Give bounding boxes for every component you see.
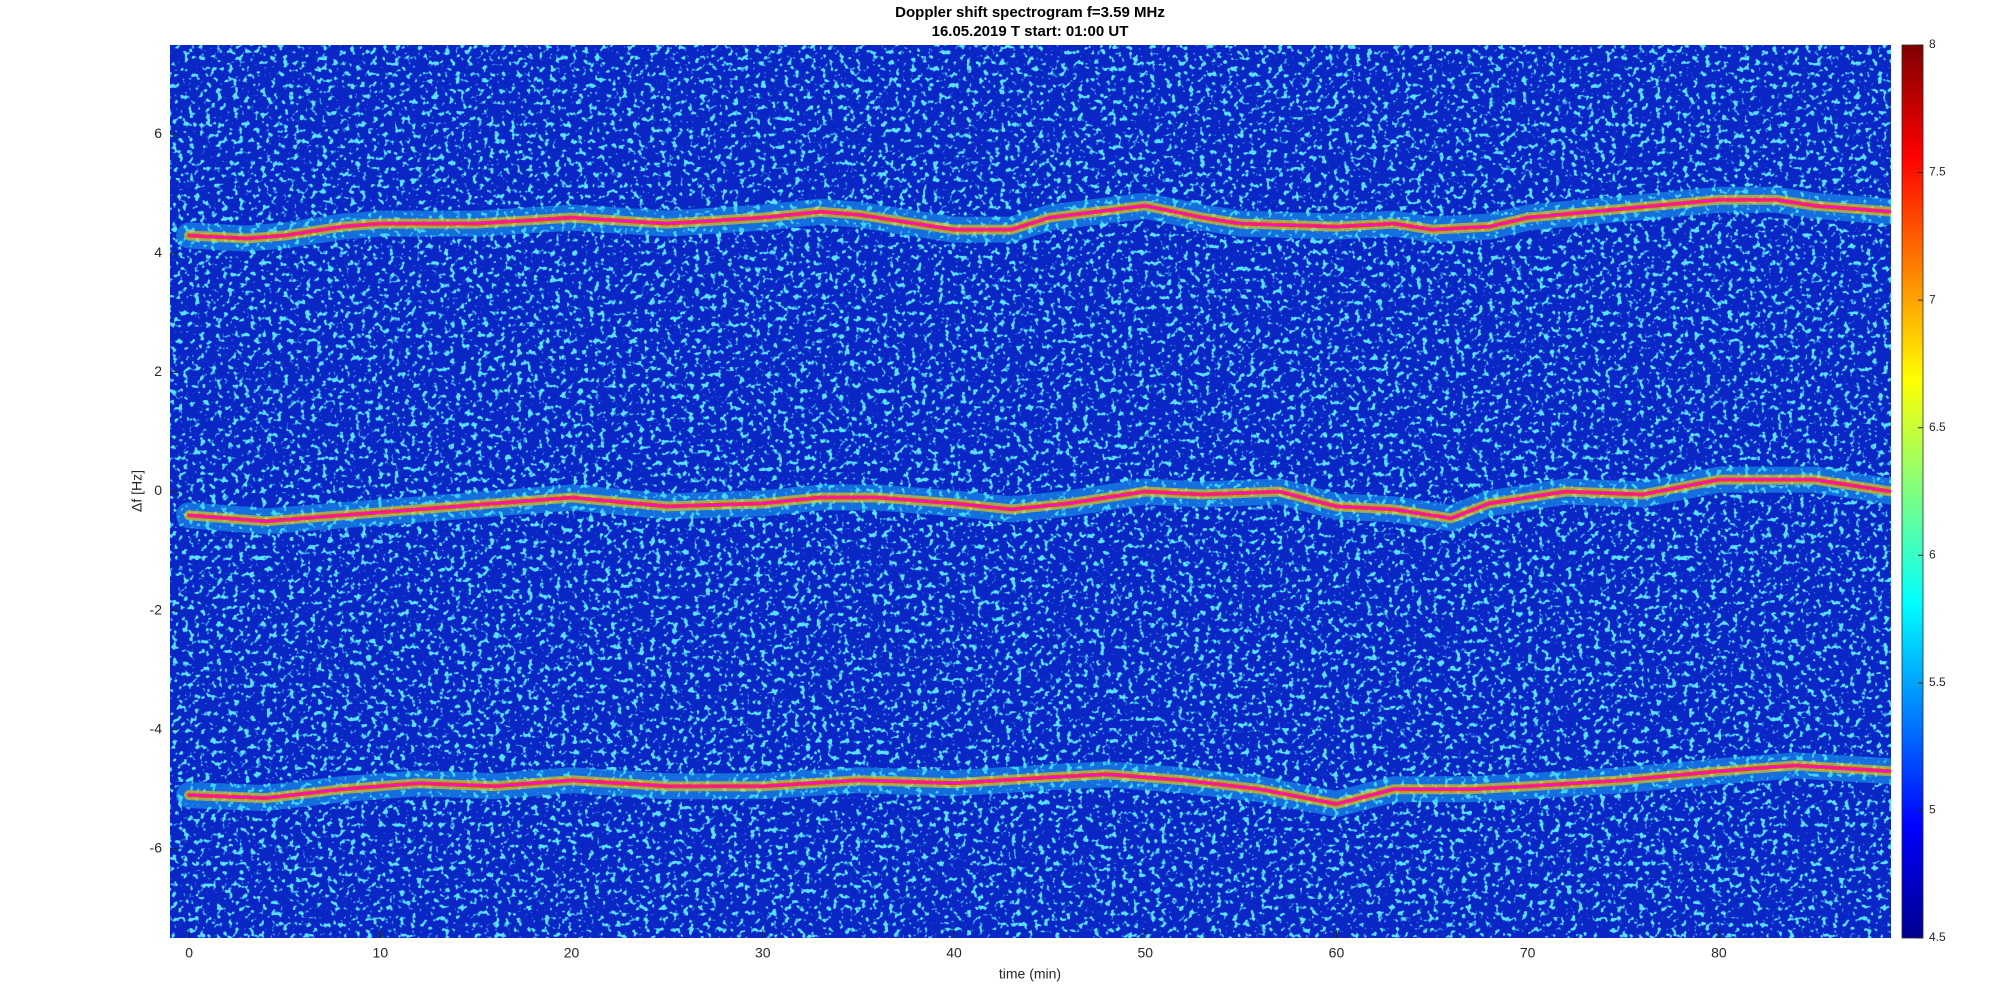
trace-line [188, 764, 1891, 805]
colorbar-tick-label: 8 [1929, 37, 1936, 51]
colorbar-tick-label: 7.5 [1929, 165, 1946, 179]
y-tick-label: -4 [150, 720, 163, 736]
y-axis-label: Δf [Hz] [129, 470, 145, 512]
y-tick-label: 2 [154, 363, 162, 379]
x-axis-label: time (min) [999, 966, 1061, 982]
trace-line [188, 478, 1891, 523]
x-tick-label: 70 [1520, 945, 1536, 961]
y-tick-label: -2 [150, 601, 163, 617]
colorbar-tick-label: 5 [1929, 803, 1936, 817]
colorbar-tick-label: 7 [1929, 292, 1936, 306]
x-tick-label: 0 [185, 945, 193, 961]
x-tick-label: 20 [564, 945, 580, 961]
x-tick-label: 40 [946, 945, 962, 961]
chart-title: Doppler shift spectrogram f=3.59 MHz [895, 4, 1165, 21]
x-tick-label: 80 [1711, 945, 1727, 961]
colorbar-tick-label: 6 [1929, 547, 1936, 561]
trace-line [188, 199, 1891, 240]
x-tick-label: 50 [1137, 945, 1153, 961]
y-tick-label: -6 [150, 839, 163, 855]
colorbar-tick-label: 5.5 [1929, 675, 1946, 689]
y-tick-label: 0 [154, 482, 162, 498]
colorbar-tick-label: 4.5 [1929, 930, 1946, 944]
x-tick-label: 60 [1329, 945, 1345, 961]
y-tick-label: 4 [154, 244, 162, 260]
colorbar [1901, 44, 1924, 939]
x-tick-label: 30 [755, 945, 771, 961]
colorbar-tick-label: 6.5 [1929, 420, 1946, 434]
traces [176, 186, 1891, 817]
chart-subtitle: 16.05.2019 T start: 01:00 UT [932, 23, 1129, 40]
x-tick-label: 10 [373, 945, 389, 961]
y-tick-label: 6 [154, 125, 162, 141]
